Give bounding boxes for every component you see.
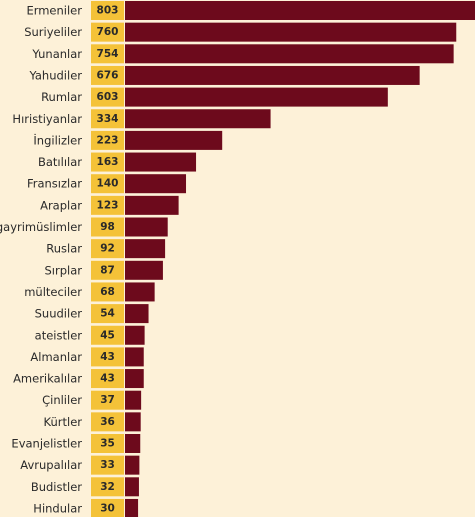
bar [125, 87, 388, 107]
value-label: 754 [97, 48, 119, 60]
value-box [91, 412, 124, 432]
value-label: 140 [97, 178, 119, 190]
category-label: Amerikalılar [13, 372, 82, 386]
value-label: 32 [100, 481, 115, 493]
value-box [91, 325, 124, 345]
bar [125, 412, 141, 432]
value-box [91, 195, 124, 215]
value-label: 30 [100, 502, 115, 514]
value-label: 98 [100, 221, 115, 233]
bar [125, 477, 139, 497]
bar [125, 239, 166, 259]
bar [125, 130, 223, 150]
value-label: 35 [100, 438, 115, 450]
bar [125, 369, 144, 389]
value-label: 45 [100, 329, 115, 341]
value-box [91, 87, 124, 107]
value-box [91, 260, 124, 280]
category-label: Almanlar [30, 350, 82, 364]
bar [125, 152, 197, 172]
category-label: Batılılar [38, 155, 82, 169]
value-box [91, 369, 124, 389]
value-label: 92 [100, 243, 115, 255]
bar [125, 282, 155, 302]
category-label: Araplar [40, 198, 82, 212]
bar [125, 498, 139, 517]
value-box [91, 455, 124, 475]
category-label: Yahudiler [28, 68, 82, 82]
bar [125, 434, 141, 453]
bar [125, 22, 457, 42]
value-label: 43 [100, 373, 115, 385]
value-label: 334 [97, 113, 119, 125]
category-label: mülteciler [24, 285, 82, 299]
value-label: 603 [97, 91, 119, 103]
category-label: Avrupalılar [20, 458, 82, 472]
bar [125, 304, 149, 324]
value-label: 68 [100, 286, 115, 298]
bar [125, 347, 144, 367]
value-box [91, 152, 124, 172]
value-label: 43 [100, 351, 115, 363]
value-label: 33 [100, 459, 115, 471]
value-label: 123 [97, 199, 119, 211]
value-box [91, 174, 124, 194]
value-label: 36 [100, 416, 115, 428]
value-label: 37 [100, 394, 115, 406]
category-label: Sırplar [45, 263, 83, 277]
category-label: Kürtler [44, 415, 83, 429]
category-label: Fransızlar [27, 177, 82, 191]
value-box [91, 390, 124, 410]
category-label: Budistler [31, 480, 82, 494]
category-label: Ruslar [46, 242, 82, 256]
value-box [91, 130, 124, 150]
value-box [91, 304, 124, 324]
category-label: Çinliler [42, 393, 82, 407]
bar [125, 217, 168, 237]
value-box [91, 498, 124, 517]
bar [125, 65, 420, 85]
value-box [91, 434, 124, 453]
value-label: 760 [97, 26, 119, 38]
value-label: 87 [100, 264, 115, 276]
category-label: Suudiler [35, 307, 83, 321]
value-box [91, 477, 124, 497]
bar [125, 260, 163, 280]
value-box [91, 22, 124, 42]
value-label: 223 [97, 134, 119, 146]
bar [125, 195, 179, 215]
value-box [91, 282, 124, 302]
bar [125, 455, 140, 475]
bar [125, 109, 271, 129]
value-label: 54 [100, 308, 115, 320]
category-label: Hıristiyanlar [12, 112, 82, 126]
value-box [91, 44, 124, 64]
value-box [91, 217, 124, 237]
value-label: 163 [97, 156, 119, 168]
value-box [91, 65, 124, 85]
category-label: İngilizler [33, 132, 82, 147]
category-label: ateistler [35, 328, 83, 342]
bar [125, 390, 142, 410]
bar [125, 44, 454, 64]
category-label: Suriyeliler [24, 25, 82, 39]
bar [125, 1, 475, 20]
bar [125, 174, 187, 194]
value-box [91, 109, 124, 129]
value-box [91, 1, 124, 20]
category-label: Yunanlar [31, 47, 82, 61]
value-box [91, 239, 124, 259]
bar [125, 325, 145, 345]
category-label: Evanjelistler [11, 437, 82, 451]
category-label: Hindular [33, 501, 82, 515]
category-label: gayrimüslimler [0, 220, 82, 234]
category-label: Ermeniler [26, 4, 82, 18]
value-label: 676 [97, 69, 119, 81]
category-label: Rumlar [41, 90, 82, 104]
value-box [91, 347, 124, 367]
value-label: 803 [97, 5, 119, 17]
